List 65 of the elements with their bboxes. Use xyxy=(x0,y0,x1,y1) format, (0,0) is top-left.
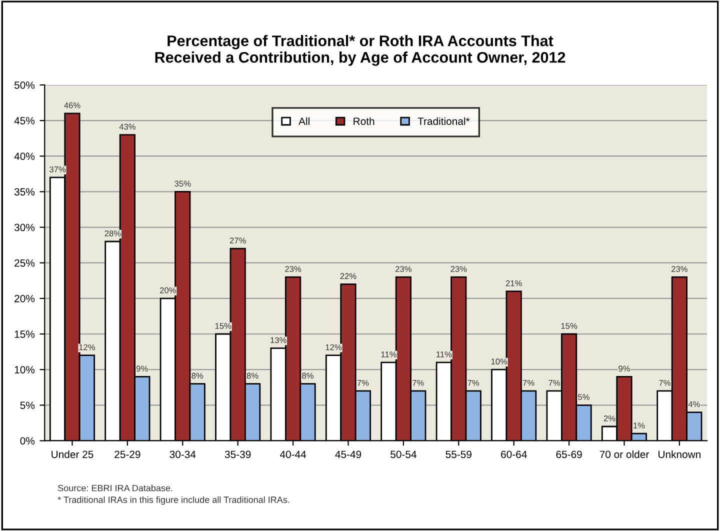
data-label: 10% xyxy=(491,358,508,364)
data-label: 2% xyxy=(604,415,616,422)
data-label: 43% xyxy=(119,124,136,130)
data-label: 37% xyxy=(50,166,66,172)
data-label: 13% xyxy=(270,337,286,344)
data-label: 23% xyxy=(396,266,412,272)
legend-label: Traditional* xyxy=(418,117,470,125)
x-tick-label: 65-69 xyxy=(556,450,582,458)
data-label: 8% xyxy=(192,372,204,379)
legend-label: All xyxy=(298,117,310,125)
data-label: 5% xyxy=(578,394,590,400)
data-label: 7% xyxy=(468,380,480,386)
source-note: Source: EBRI IRA Database. xyxy=(58,484,172,492)
y-tick-label: 20% xyxy=(14,294,35,302)
legend-label: Roth xyxy=(354,117,374,125)
y-tick-label: 40% xyxy=(14,152,35,160)
x-tick-label: 30-34 xyxy=(170,450,196,458)
data-label: 15% xyxy=(561,323,578,329)
data-label: 11% xyxy=(381,351,396,358)
data-label: 8% xyxy=(246,372,258,379)
data-label: 7% xyxy=(412,380,424,386)
y-tick-label: 15% xyxy=(14,330,35,338)
y-tick-label: 0% xyxy=(20,437,35,445)
data-label: 21% xyxy=(506,280,522,286)
data-label: 12% xyxy=(79,344,96,350)
x-tick-label: 50-54 xyxy=(390,450,416,458)
data-label: 28% xyxy=(104,230,121,236)
y-tick-label: 35% xyxy=(14,188,35,196)
data-label: 9% xyxy=(136,366,148,372)
x-tick-label: 35-39 xyxy=(224,450,251,458)
y-tick-label: 5% xyxy=(20,402,35,410)
data-label: 22% xyxy=(340,273,356,280)
y-tick-label: 25% xyxy=(14,259,35,267)
data-label: 1% xyxy=(634,422,645,428)
y-tick-label: 10% xyxy=(14,366,35,374)
data-label: 8% xyxy=(302,372,314,379)
text: * Traditional IRAs in this figure include all Traditional IRAs. xyxy=(58,496,290,505)
data-label: 27% xyxy=(230,238,246,244)
data-label: 15% xyxy=(215,323,232,329)
data-label: 23% xyxy=(450,266,467,272)
data-label: 20% xyxy=(160,287,176,294)
x-tick-label: Unknown xyxy=(658,450,700,458)
y-tick-label: 30% xyxy=(14,224,35,232)
x-tick-label: 45-49 xyxy=(335,450,362,458)
data-label: 23% xyxy=(672,266,688,272)
x-tick-label: 55-59 xyxy=(446,450,472,458)
y-tick-label: 50% xyxy=(14,81,35,89)
data-label: 23% xyxy=(285,266,302,272)
x-tick-label: 25-29 xyxy=(114,450,140,458)
x-tick-label: 60-64 xyxy=(501,450,527,458)
data-label: 46% xyxy=(64,102,80,108)
data-label: 7% xyxy=(357,380,369,386)
data-label: 7% xyxy=(548,380,560,386)
data-label: 12% xyxy=(326,344,342,350)
data-label: 4% xyxy=(688,401,700,408)
data-label: 7% xyxy=(522,380,534,386)
x-tick-label: 70 or older xyxy=(600,450,649,458)
x-tick-label: Under 25 xyxy=(52,450,94,458)
x-tick-label: 40-44 xyxy=(280,450,306,458)
data-label: 11% xyxy=(436,351,452,358)
data-label: 9% xyxy=(618,366,630,372)
data-label: 7% xyxy=(659,380,670,386)
data-label: 35% xyxy=(174,180,191,187)
chart-title: Percentage of Traditional* or Roth IRA Accounts That Received a Contribution, by Age of Account Owner, 2012 xyxy=(155,35,566,66)
y-tick-label: 45% xyxy=(14,117,35,124)
